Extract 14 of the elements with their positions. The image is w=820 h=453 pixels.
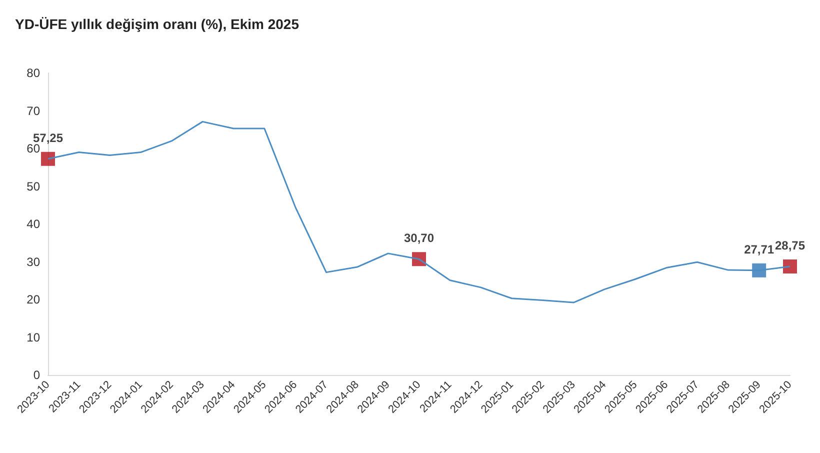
chart-title: YD-ÜFE yıllık değişim oranı (%), Ekim 2025 <box>15 16 300 32</box>
data-label: 30,70 <box>404 231 434 246</box>
y-tick-label: 10 <box>26 330 40 344</box>
y-tick-label: 40 <box>26 217 40 231</box>
y-tick-label: 30 <box>26 254 40 269</box>
point <box>41 152 55 166</box>
y-tick-label: 20 <box>26 292 40 306</box>
data-label: 27,71 <box>744 242 774 256</box>
y-tick-label: 70 <box>26 104 40 118</box>
y-tick-label: 80 <box>26 66 40 80</box>
y-tick-label: 50 <box>26 179 40 194</box>
y-tick-label: 0 <box>33 368 40 382</box>
data-label: 28,75 <box>774 238 806 252</box>
point <box>783 259 797 274</box>
